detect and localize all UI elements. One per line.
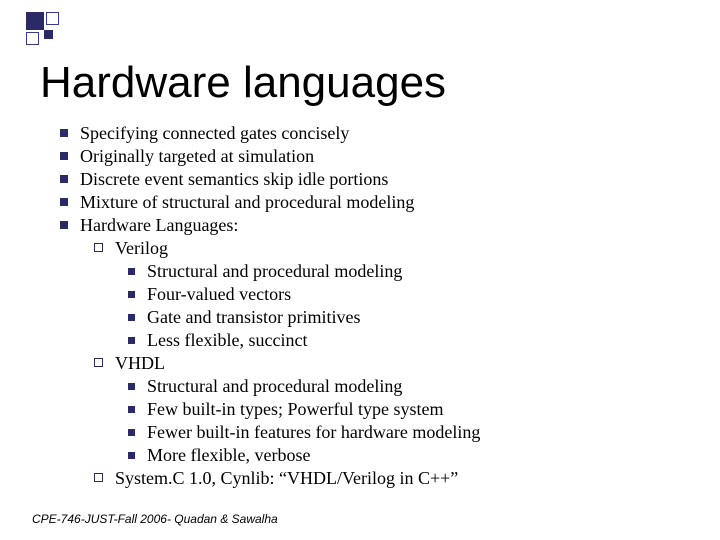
list-item-text: Verilog [115,237,168,260]
slide: Hardware languages Specifying connected … [0,0,720,540]
list-item-text: System.C 1.0, Cynlib: “VHDL/Verilog in C… [115,467,458,490]
list-item-text: Gate and transistor primitives [147,306,360,329]
square-bullet-icon [128,314,135,321]
list-item: Originally targeted at simulation [60,145,690,168]
list-item: Gate and transistor primitives [128,306,690,329]
list-item-text: Less flexible, succinct [147,329,307,352]
list-item: VHDL [94,352,690,375]
square-bullet-icon [128,383,135,390]
hollow-square-bullet-icon [94,358,103,367]
square-bullet-icon [60,221,68,229]
list-item-text: Specifying connected gates concisely [80,122,349,145]
list-item-text: Structural and procedural modeling [147,375,402,398]
square-bullet-icon [128,337,135,344]
square-bullet-icon [60,152,68,160]
list-item: Fewer built-in features for hardware mod… [128,421,690,444]
list-item-text: Structural and procedural modeling [147,260,402,283]
list-item-text: Originally targeted at simulation [80,145,314,168]
square-bullet-icon [128,452,135,459]
list-item: More flexible, verbose [128,444,690,467]
hollow-square-bullet-icon [94,473,103,482]
list-item-text: Fewer built-in features for hardware mod… [147,421,480,444]
slide-title: Hardware languages [40,58,446,108]
hollow-square-bullet-icon [94,243,103,252]
slide-footer: CPE-746-JUST-Fall 2006- Quadan & Sawalha [32,512,278,526]
list-item-text: More flexible, verbose [147,444,310,467]
list-item-text: Discrete event semantics skip idle porti… [80,168,388,191]
square-bullet-icon [60,198,68,206]
list-item: System.C 1.0, Cynlib: “VHDL/Verilog in C… [94,467,690,490]
square-bullet-icon [128,291,135,298]
list-item: Discrete event semantics skip idle porti… [60,168,690,191]
corner-decoration [26,12,66,52]
list-item: Mixture of structural and procedural mod… [60,191,690,214]
list-item-text: Few built-in types; Powerful type system [147,398,443,421]
square-bullet-icon [60,175,68,183]
square-bullet-icon [128,268,135,275]
square-bullet-icon [60,129,68,137]
square-bullet-icon [128,429,135,436]
list-item: Few built-in types; Powerful type system [128,398,690,421]
list-item-text: VHDL [115,352,165,375]
list-item: Less flexible, succinct [128,329,690,352]
list-item-text: Four-valued vectors [147,283,291,306]
list-item-text: Hardware Languages: [80,214,238,237]
list-item: Hardware Languages: [60,214,690,237]
list-item: Structural and procedural modeling [128,375,690,398]
list-item: Structural and procedural modeling [128,260,690,283]
list-item: Specifying connected gates concisely [60,122,690,145]
slide-body: Specifying connected gates concisely Ori… [60,122,690,491]
list-item: Verilog [94,237,690,260]
list-item: Four-valued vectors [128,283,690,306]
list-item-text: Mixture of structural and procedural mod… [80,191,414,214]
square-bullet-icon [128,406,135,413]
